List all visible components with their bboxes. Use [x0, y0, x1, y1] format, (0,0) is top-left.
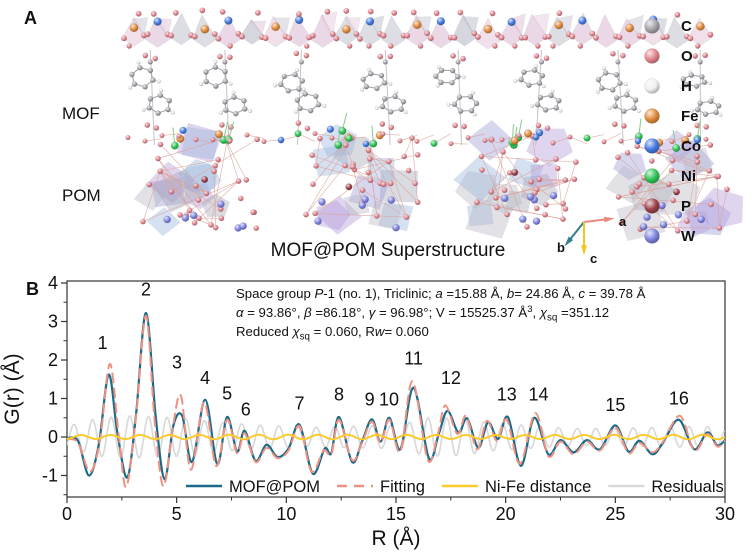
- series-curve-ni-fe-distance: [67, 433, 725, 441]
- mof-pom-structure-art: [120, 7, 744, 242]
- peak-label-16: 16: [669, 388, 689, 408]
- mof-chain-atoms: [120, 7, 714, 49]
- legend-label-fitting: Fitting: [380, 478, 425, 496]
- axis-b-label: b: [557, 240, 565, 255]
- peak-label-15: 15: [605, 395, 625, 415]
- legend-label-ni-fe-distance: Ni-Fe distance: [485, 478, 591, 496]
- organic-linker-layer: [128, 49, 723, 146]
- peak-label-4: 4: [200, 368, 210, 388]
- atom-color-legend: COH Fe Co Ni PW: [644, 18, 701, 245]
- x-tick-label: 25: [605, 504, 625, 524]
- peak-label-5: 5: [222, 383, 232, 403]
- pom-polyhedra: [133, 119, 744, 242]
- series-curve-mof-pom: [67, 311, 725, 481]
- bridging-chain: [125, 130, 709, 148]
- y-axis-title: G(r) (Å): [1, 353, 24, 424]
- y-tick-label: 1: [48, 389, 58, 409]
- mof-chain-polyhedra: [121, 11, 713, 50]
- atom-legend-label-Ni: Ni: [681, 168, 696, 185]
- peak-label-2: 2: [141, 279, 151, 299]
- x-tick-label: 20: [496, 504, 516, 524]
- peak-label-1: 1: [98, 333, 108, 353]
- atom-legend-item-W: W: [644, 228, 696, 245]
- x-axis-title: R (Å): [372, 527, 421, 550]
- x-tick-label: 15: [386, 504, 406, 524]
- x-tick-label: 30: [715, 504, 735, 524]
- y-tick-label: 2: [48, 350, 58, 370]
- atom-legend-item-H: H: [644, 78, 692, 95]
- peak-label-11: 11: [404, 349, 423, 369]
- series-curve-fitting: [67, 314, 725, 489]
- chart-legend: MOF@POM Fitting Ni-Fe distance Residuals: [186, 478, 724, 496]
- y-tick-label: 0: [48, 427, 58, 447]
- legend-label-mof-pom: MOF@POM: [229, 478, 320, 496]
- atom-legend-label-Co: Co: [681, 138, 701, 155]
- params-line-1: Space group P-1 (no. 1), Triclinic; a =1…: [236, 286, 646, 301]
- x-tick-label: 5: [172, 504, 182, 524]
- crystal-axes-indicator: a b c: [557, 214, 627, 266]
- atom-legend-item-Ni: Ni: [644, 168, 696, 185]
- atom-legend-label-P: P: [681, 198, 691, 215]
- peak-label-6: 6: [241, 399, 251, 419]
- refinement-parameters-text: Space group P-1 (no. 1), Triclinic; a =1…: [236, 286, 646, 343]
- y-tick-label: 4: [48, 273, 58, 293]
- atom-legend-label-C: C: [681, 18, 692, 35]
- y-tick-label: -1: [42, 466, 58, 486]
- mof-region-label: MOF: [62, 104, 100, 123]
- x-tick-label: 0: [62, 504, 72, 524]
- peak-label-7: 7: [294, 393, 304, 413]
- atom-legend-item-O: O: [644, 48, 693, 65]
- atom-legend-label-W: W: [681, 228, 696, 245]
- panel-a-structure-figure: A MOF POM MOF@POM Superstructure a b c C…: [24, 7, 744, 266]
- peak-label-8: 8: [334, 384, 344, 404]
- peak-label-13: 13: [497, 384, 517, 404]
- atom-legend-item-P: P: [644, 198, 691, 215]
- panel-a-label: A: [24, 8, 37, 28]
- panel-b-label: B: [26, 279, 39, 299]
- params-line-3: Reduced χsq = 0.060, Rw= 0.060: [236, 324, 429, 343]
- peak-label-14: 14: [529, 384, 549, 404]
- axis-c-label: c: [590, 251, 597, 266]
- atom-legend-label-H: H: [681, 78, 692, 95]
- chart-curves: [67, 311, 725, 489]
- peak-label-10: 10: [379, 389, 399, 409]
- legend-label-residuals: Residuals: [651, 478, 723, 496]
- peak-label-3: 3: [172, 352, 182, 372]
- atom-legend-item-C: C: [644, 18, 692, 35]
- atom-legend-item-Fe: Fe: [644, 108, 699, 125]
- atom-legend-label-Fe: Fe: [681, 108, 699, 125]
- peak-label-9: 9: [365, 389, 375, 409]
- x-tick-label: 10: [276, 504, 296, 524]
- pom-region-label: POM: [62, 186, 101, 205]
- panel-a-caption: MOF@POM Superstructure: [271, 240, 506, 261]
- atom-legend-label-O: O: [681, 48, 693, 65]
- y-tick-label: 3: [48, 312, 58, 332]
- atom-legend-item-Co: Co: [644, 138, 701, 155]
- axis-a-label: a: [619, 214, 627, 229]
- peak-label-12: 12: [441, 368, 461, 388]
- pom-bonds: [142, 112, 728, 232]
- params-line-2: α = 93.86°, β =86.18°, γ = 96.98°; V = 1…: [236, 304, 609, 324]
